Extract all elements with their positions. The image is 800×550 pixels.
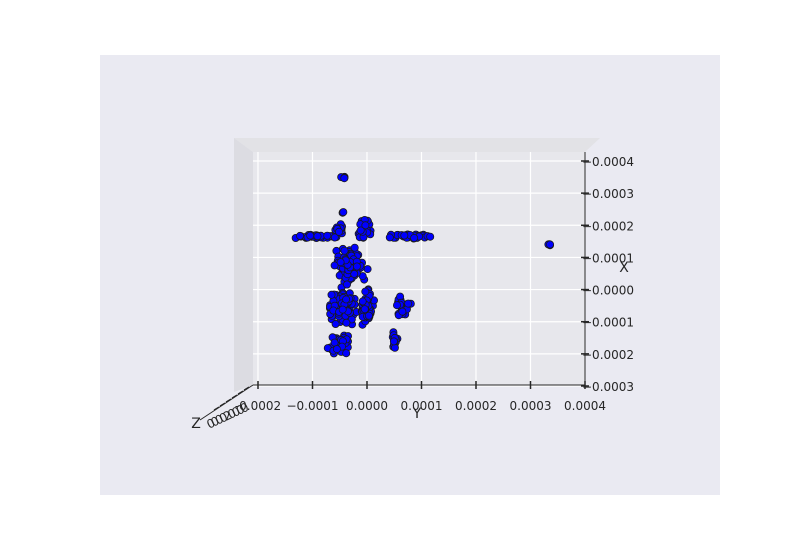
x-axis-label: X <box>619 260 629 276</box>
scatter-point <box>426 232 435 241</box>
data-points <box>291 172 555 358</box>
scatter-point <box>342 318 351 327</box>
scatter-point <box>385 233 394 242</box>
scatter-point <box>340 174 349 183</box>
x-tick-label: −0.0003 <box>582 187 634 201</box>
y-tick-label: −0.0001 <box>286 399 338 413</box>
scatter-point <box>390 343 399 352</box>
scatter-point <box>546 240 555 249</box>
z-axis-label: Z <box>191 416 201 432</box>
x-tick-label: −0.0002 <box>582 348 634 362</box>
y-tick-label: 0.0003 <box>510 399 552 413</box>
y-tick-label: 0.0004 <box>564 399 606 413</box>
y-tick-label: 0.0000 <box>346 399 388 413</box>
scatter-point <box>342 280 351 289</box>
z-tick-mark <box>225 398 232 403</box>
scatter-point <box>361 287 370 296</box>
scatter-point <box>323 231 332 240</box>
scatter-point <box>342 295 351 304</box>
scatter-point <box>306 231 315 240</box>
scatter-point <box>338 305 347 314</box>
x-tick-label: −0.0004 <box>582 155 634 169</box>
scatter-point <box>404 299 413 308</box>
scatter-point <box>398 307 407 316</box>
z-tick-mark <box>231 394 238 399</box>
scatter-point <box>363 265 372 274</box>
scatter-point <box>410 233 419 242</box>
x-tick-label: −0.0003 <box>582 380 634 394</box>
z-axis-line <box>199 384 254 421</box>
scatter-point <box>356 226 365 235</box>
scatter-point <box>358 297 367 306</box>
scatter-point <box>342 349 351 358</box>
top-pane <box>234 138 600 152</box>
scatter-point <box>313 232 322 241</box>
scatter-point <box>327 290 336 299</box>
scatter-point <box>331 319 340 328</box>
z-tick-mark <box>237 390 244 395</box>
scatter-point <box>340 246 349 255</box>
y-tick-label: 0.0001 <box>401 399 443 413</box>
scatter-point <box>364 311 373 320</box>
y-tick-label: 0.0002 <box>455 399 497 413</box>
scatter-point <box>332 345 341 354</box>
y-tick-label: -0.0002 <box>235 399 281 413</box>
z-tick-mark <box>219 402 226 407</box>
left-pane <box>234 138 253 392</box>
back-pane <box>253 152 585 385</box>
scatter-point <box>352 262 361 271</box>
scatter-point <box>400 231 409 240</box>
scatter-point <box>336 258 345 267</box>
x-tick-label: −0.0001 <box>582 251 634 265</box>
x-tick-label: −0.0002 <box>582 219 634 233</box>
scatter-point <box>389 337 398 346</box>
scatter-point <box>295 231 304 240</box>
scatter-point <box>350 243 359 252</box>
scatter-point <box>360 305 369 314</box>
z-tick-mark <box>213 406 220 411</box>
scatter-point <box>392 301 401 310</box>
y-axis-label: Y <box>412 406 422 422</box>
x-tick-label: −0.0001 <box>582 316 634 330</box>
x-tick-label: −0.0000 <box>582 284 634 298</box>
scatter-point <box>339 208 348 217</box>
axis-lines <box>199 152 586 421</box>
scatter-point <box>334 227 343 236</box>
z-tick-mark <box>243 386 250 391</box>
scatter-point <box>350 269 359 278</box>
